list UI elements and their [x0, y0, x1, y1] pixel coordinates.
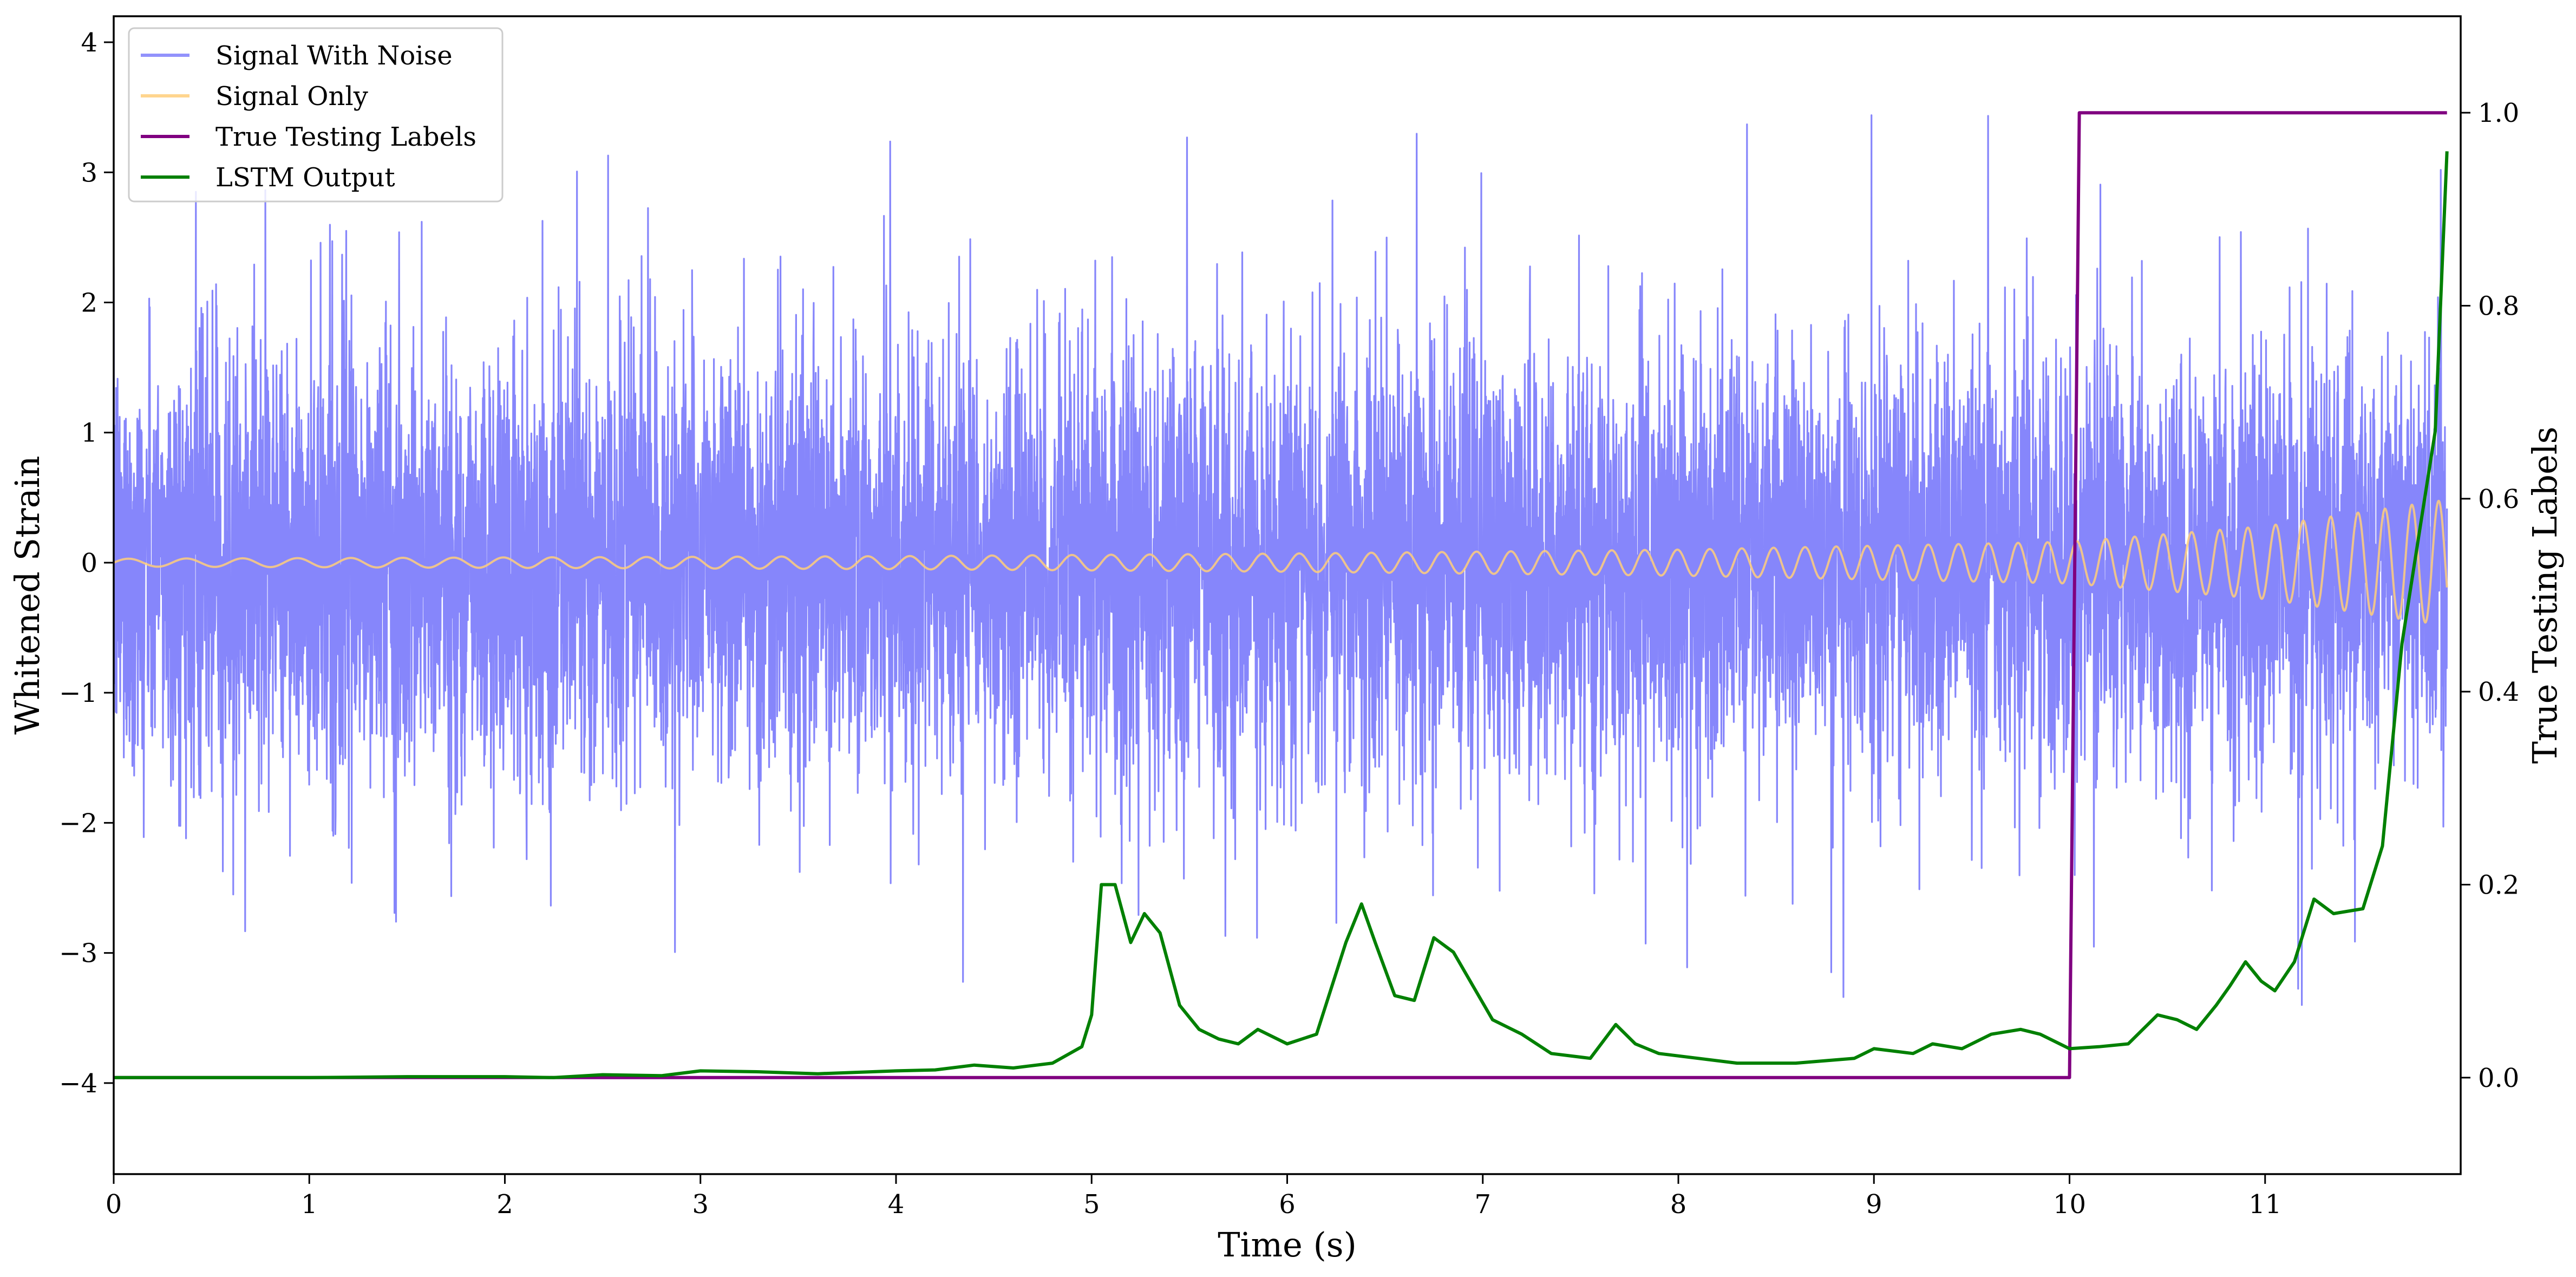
x-tick-label: 8 [1670, 1189, 1687, 1220]
x-tick-label: 2 [496, 1189, 513, 1220]
y-tick-label: 2 [81, 288, 97, 318]
x-axis-label: Time (s) [1218, 1225, 1357, 1265]
legend-label: Signal With Noise [215, 41, 453, 71]
y-tick-label: 4 [81, 28, 97, 58]
x-tick-label: 5 [1083, 1189, 1100, 1220]
x-tick-label: 10 [2053, 1189, 2086, 1220]
x-tick-label: 9 [1866, 1189, 1882, 1220]
y2-tick-label: 0.0 [2478, 1063, 2519, 1093]
series-line-signal-only [114, 499, 2448, 624]
x-tick-label: 6 [1279, 1189, 1296, 1220]
x-tick-label: 0 [106, 1189, 122, 1220]
y2-tick-label: 0.2 [2478, 870, 2519, 901]
y-axis-label: Whitened Strain [8, 456, 47, 735]
x-tick-label: 3 [692, 1189, 709, 1220]
y2-axis-label: True Testing Labels [2525, 427, 2565, 764]
y-tick-label: −1 [59, 678, 97, 708]
series-line-true-testing-labels [114, 111, 2447, 1079]
y-tick-label: −4 [59, 1068, 97, 1099]
axes: 0 1 2 3 4 5 6 7 8 9 10 11 −4 −3 −2 −1 0 1 2 3 4 0.0 0.2 0.4 0.6 0… [59, 28, 2519, 1220]
y-tick-label: −3 [59, 939, 97, 969]
y2-tick-label: 0.4 [2478, 677, 2519, 707]
legend-label: Signal Only [215, 81, 368, 112]
y2-tick-label: 0.6 [2478, 484, 2519, 514]
y-tick-label: −2 [59, 808, 97, 838]
y2-tick-label: 1.0 [2478, 98, 2519, 128]
y-tick-label: 0 [81, 548, 97, 578]
series-line-signal-with-noise [114, 114, 2448, 1006]
legend-box [128, 27, 504, 203]
legend: Signal With Noise Signal Only True Testing… [128, 27, 504, 203]
y-tick-label: 1 [81, 418, 97, 448]
y-tick-label: 3 [81, 158, 97, 188]
legend-label: True Testing Labels [215, 122, 476, 152]
legend-label: LSTM Output [215, 162, 395, 193]
x-tick-label: 4 [888, 1189, 905, 1220]
y2-tick-label: 0.8 [2478, 291, 2519, 322]
series-line-lstm-output [114, 151, 2449, 1079]
x-tick-label: 11 [2248, 1189, 2281, 1220]
x-tick-label: 7 [1474, 1189, 1491, 1220]
x-tick-label: 1 [301, 1189, 318, 1220]
plot-area [114, 111, 2449, 1079]
